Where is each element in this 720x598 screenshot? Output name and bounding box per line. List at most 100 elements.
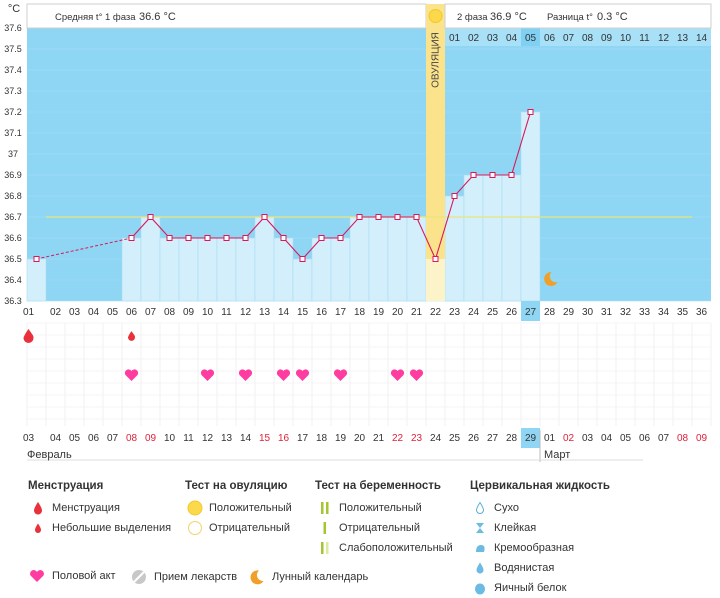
legend-ovulation-test: Тест на овуляцию Положительный Отрицател…: [185, 480, 292, 538]
post-ovulation-day-label: 01: [449, 33, 461, 44]
small-drop-icon: [28, 522, 48, 534]
temp-column: [444, 195, 465, 302]
cycle-day-label: 24: [468, 307, 480, 318]
post-ovulation-day-label: 03: [487, 33, 499, 44]
intercourse-heart: [333, 369, 348, 381]
legend-item-dry: Сухо: [470, 498, 610, 518]
sun-filled-icon: [185, 500, 205, 516]
temp-column: [273, 237, 294, 302]
cycle-day-label: 18: [354, 307, 366, 318]
cycle-day-label: 35: [677, 307, 689, 318]
legend-label: Сухо: [494, 502, 519, 514]
post-ovulation-day-label: 02: [468, 33, 480, 44]
temp-point: [147, 214, 154, 220]
legend-label: Половой акт: [52, 570, 116, 582]
bbt-chart: 01 02 03 04 05 06 07 08 09 10 11 12 13 14 ОВУЛЯЦИЯ Сред…: [4, 3, 712, 462]
legend-label: Лунный календарь: [272, 571, 369, 583]
temp-point: [33, 256, 40, 262]
ovulation-label: ОВУЛЯЦИЯ: [431, 32, 442, 88]
cycle-day-label: 02: [50, 307, 62, 318]
calendar-date-label: 24: [430, 433, 442, 444]
cycle-day-label: 36: [696, 307, 708, 318]
y-tick-label: 36.6: [4, 233, 22, 243]
phase1-label: Средняя t° 1 фаза: [55, 12, 136, 23]
legend-label: Прием лекарств: [154, 571, 238, 583]
temp-point: [413, 214, 420, 220]
post-ovulation-current-cell: [521, 28, 540, 46]
temp-column: [501, 174, 522, 302]
calendar-date-label: 05: [620, 433, 632, 444]
calendar-date-label: 02: [563, 433, 575, 444]
calendar-date-label: 12: [202, 433, 214, 444]
legend-pregnancy-test: Тест на беременность Положительный Отриц…: [315, 480, 453, 558]
calendar-date-label: 10: [164, 433, 176, 444]
spotting-drop: [128, 331, 135, 341]
cycle-day-label: 06: [126, 307, 138, 318]
calendar-date-label: 07: [658, 433, 670, 444]
post-ovulation-day-label: 09: [601, 33, 613, 44]
cream-drop-icon: [470, 541, 490, 555]
legend-label: Положительный: [339, 502, 422, 514]
ovulation-column-fill: [426, 259, 445, 301]
temp-column: [121, 237, 142, 302]
legend-item-ovulation-negative: Отрицательный: [185, 518, 292, 538]
temp-column: [368, 216, 389, 302]
legend-item-medication: Прием лекарств: [130, 569, 237, 585]
temp-point: [508, 172, 515, 178]
intercourse-heart: [238, 369, 253, 381]
intercourse-heart: [409, 369, 424, 381]
temp-gap-line: [36, 237, 132, 260]
intercourse-heart: [390, 369, 405, 381]
calendar-date-label: 03: [23, 433, 35, 444]
temp-point: [356, 214, 363, 220]
moon-icon: [544, 271, 558, 286]
post-ovulation-day-label: 11: [639, 33, 650, 44]
legend-label: Яичный белок: [494, 582, 567, 594]
intercourse-heart: [276, 369, 291, 381]
cycle-day-label: 25: [487, 307, 499, 318]
y-tick-label: 36.7: [4, 212, 22, 222]
temp-point: [318, 235, 325, 241]
legend-menstruation-title: Менструация: [28, 480, 104, 492]
cycle-day-label: 27: [525, 307, 537, 318]
legend-item-pregnancy-negative: Отрицательный: [315, 518, 453, 538]
weak-stripe-icon: [315, 541, 335, 555]
y-tick-label: 36.4: [4, 275, 22, 285]
legend-label: Положительный: [209, 502, 292, 514]
legend-item-creamy: Кремообразная: [470, 538, 610, 558]
post-ovulation-day-label: 12: [658, 33, 670, 44]
cycle-day-label: 14: [278, 307, 290, 318]
temp-column: [292, 258, 313, 302]
cycle-day-label: 03: [69, 307, 81, 318]
diff-value: 0.3 °C: [597, 11, 628, 23]
calendar-date-label: 09: [696, 433, 708, 444]
cycle-day-label: 20: [392, 307, 404, 318]
legend-label: Отрицательный: [209, 522, 290, 534]
calendar-date-label: 16: [278, 433, 290, 444]
calendar-date-label: 09: [145, 433, 157, 444]
temp-column: [216, 237, 237, 302]
menstruation-drop: [23, 329, 34, 343]
calendar-date-label: 22: [392, 433, 404, 444]
temp-point: [432, 256, 439, 262]
calendar-date-label: 08: [677, 433, 689, 444]
temp-point: [394, 214, 401, 220]
legend-item-moon: Лунный календарь: [248, 569, 368, 585]
cycle-day-label: 11: [221, 307, 232, 318]
calendar-date-label: 14: [240, 433, 252, 444]
calendar-date-label: 21: [373, 433, 385, 444]
y-tick-label: 37.2: [4, 107, 22, 117]
calendar-date-label: 18: [316, 433, 328, 444]
legend-item-intercourse: Половой акт: [28, 569, 116, 583]
calendar-date-label: 27: [487, 433, 499, 444]
post-ovulation-day-label: 06: [544, 33, 556, 44]
temp-point: [204, 235, 211, 241]
calendar-date-label: 20: [354, 433, 366, 444]
temp-point: [128, 235, 135, 241]
legend-menstruation: Менструация Менструация Небольшие выделе…: [28, 480, 171, 538]
legend-label: Менструация: [52, 502, 120, 514]
cycle-day-label: 16: [316, 307, 328, 318]
temp-point: [166, 235, 173, 241]
y-tick-label: 36.9: [4, 170, 22, 180]
post-ovulation-day-label: 14: [696, 33, 708, 44]
